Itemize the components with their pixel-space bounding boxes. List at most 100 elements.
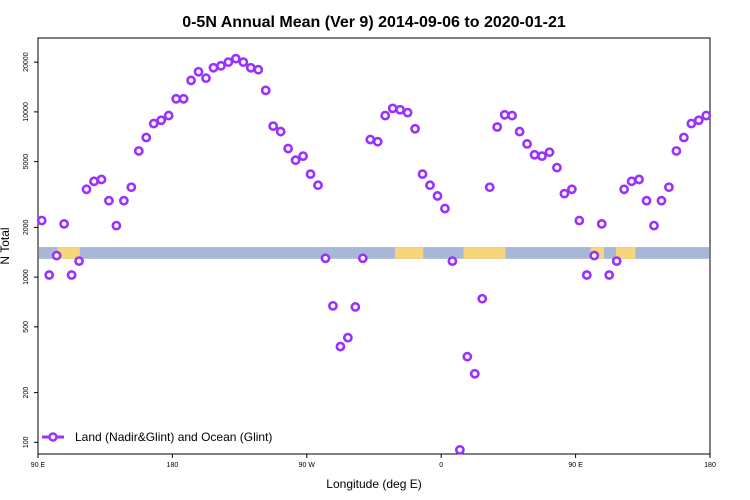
data-point	[104, 195, 114, 206]
data-point	[148, 118, 159, 129]
data-point	[313, 180, 323, 191]
data-point	[74, 256, 84, 266]
data-point	[66, 270, 77, 280]
data-point	[133, 146, 144, 156]
data-point	[111, 220, 122, 231]
data-point	[350, 302, 361, 312]
data-point	[238, 57, 249, 68]
x-axis-label: Longitude (deg E)	[326, 477, 421, 491]
data-point	[514, 126, 525, 137]
data-point	[342, 332, 353, 343]
data-point	[649, 220, 659, 231]
data-point	[686, 118, 697, 129]
data-point	[223, 57, 234, 68]
data-point	[253, 64, 264, 75]
data-point	[320, 253, 331, 264]
data-point	[492, 122, 503, 132]
x-tick-label: 90 E	[31, 462, 46, 469]
data-point	[619, 184, 630, 195]
data-point	[596, 218, 607, 229]
data-point	[357, 253, 368, 264]
data-point	[402, 107, 413, 118]
land-segment	[394, 247, 424, 259]
data-point	[268, 121, 279, 132]
data-point	[81, 184, 92, 195]
y-tick-label: 5000	[23, 154, 30, 170]
data-point	[36, 215, 47, 226]
ocean-band	[39, 247, 709, 259]
land-mask-band	[39, 247, 709, 259]
data-point	[141, 132, 152, 143]
data-point	[380, 110, 391, 121]
data-point	[559, 188, 570, 199]
data-point	[156, 115, 167, 126]
data-points	[36, 53, 712, 455]
data-point	[574, 215, 585, 226]
data-point	[305, 169, 316, 180]
land-segment	[615, 247, 636, 259]
x-tick-label: 180	[704, 462, 716, 469]
data-point	[611, 256, 622, 266]
data-point	[447, 256, 458, 266]
data-point	[634, 174, 644, 185]
data-point	[260, 85, 271, 96]
y-axis-label: N Total	[0, 227, 12, 264]
data-point	[96, 174, 107, 185]
data-point	[387, 103, 398, 114]
data-point	[604, 270, 615, 280]
data-point	[328, 300, 338, 311]
data-point	[626, 176, 637, 187]
data-point	[417, 169, 428, 180]
x-tick-label: 90 W	[299, 462, 316, 469]
data-point	[477, 293, 488, 304]
data-point	[230, 53, 241, 64]
data-point	[126, 182, 137, 193]
data-point	[537, 151, 547, 161]
data-point	[51, 250, 62, 261]
data-point	[425, 180, 435, 191]
x-tick-label: 180	[167, 462, 179, 469]
data-point	[693, 115, 704, 126]
data-point	[44, 270, 55, 280]
land-segment	[57, 247, 80, 259]
data-point	[89, 176, 99, 187]
legend-label: Land (Nadir&Glint) and Ocean (Glint)	[75, 430, 272, 444]
data-point	[193, 66, 204, 77]
data-point	[216, 60, 226, 71]
data-point	[507, 110, 518, 121]
data-point	[522, 139, 532, 149]
data-point	[529, 149, 540, 160]
data-point	[581, 270, 592, 280]
y-axis-ticks: 100 200 500 1000 2000 5000 10000 20000	[23, 52, 38, 448]
legend: Land (Nadir&Glint) and Ocean (Glint)	[42, 430, 272, 444]
data-point	[552, 162, 562, 173]
data-point	[410, 123, 420, 134]
x-axis-ticks: 90 E 180 90 W 0 90 E 180	[31, 454, 716, 469]
y-tick-label: 1000	[23, 269, 30, 285]
data-point	[678, 132, 689, 143]
land-segment	[463, 247, 506, 259]
y-tick-label: 100	[23, 436, 30, 448]
data-point	[701, 110, 712, 121]
data-point	[484, 182, 495, 193]
data-point	[664, 182, 674, 193]
data-point	[656, 195, 667, 206]
data-point	[163, 110, 174, 121]
y-tick-label: 2000	[23, 219, 30, 235]
data-point	[365, 134, 376, 145]
data-point	[201, 73, 211, 84]
data-point	[432, 191, 443, 201]
data-point	[290, 155, 301, 166]
data-point	[469, 368, 480, 379]
data-point	[454, 444, 465, 455]
data-point	[671, 146, 682, 156]
x-tick-label: 90 E	[568, 462, 583, 469]
data-point	[641, 195, 652, 206]
data-point	[275, 126, 286, 137]
x-tick-label: 0	[439, 462, 443, 469]
data-point	[372, 136, 383, 147]
data-point	[283, 143, 294, 154]
data-point	[245, 62, 256, 73]
data-point	[544, 147, 555, 158]
